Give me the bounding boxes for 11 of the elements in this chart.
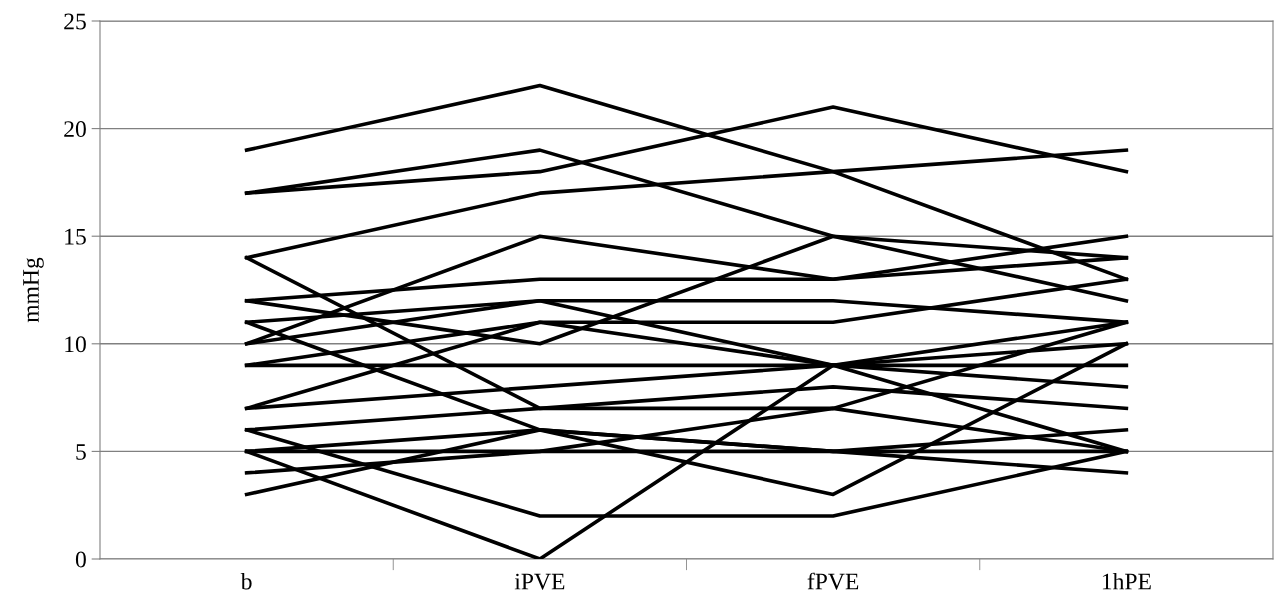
x-tick-label: 1hPE (1102, 572, 1151, 590)
y-tick-label: 15 (65, 228, 86, 245)
x-tick-label: fPVE (807, 572, 859, 590)
y-tick-label: 5 (76, 444, 86, 460)
y-tick-label: 20 (64, 121, 86, 138)
x-tick-label: iPVE (514, 573, 565, 590)
y-tick-label: 25 (64, 13, 86, 30)
y-tick-label: 10 (65, 336, 86, 353)
y-axis-title: mmHg (23, 257, 44, 323)
x-tick-label: b (240, 572, 252, 590)
y-tick-label: 0 (75, 551, 86, 568)
